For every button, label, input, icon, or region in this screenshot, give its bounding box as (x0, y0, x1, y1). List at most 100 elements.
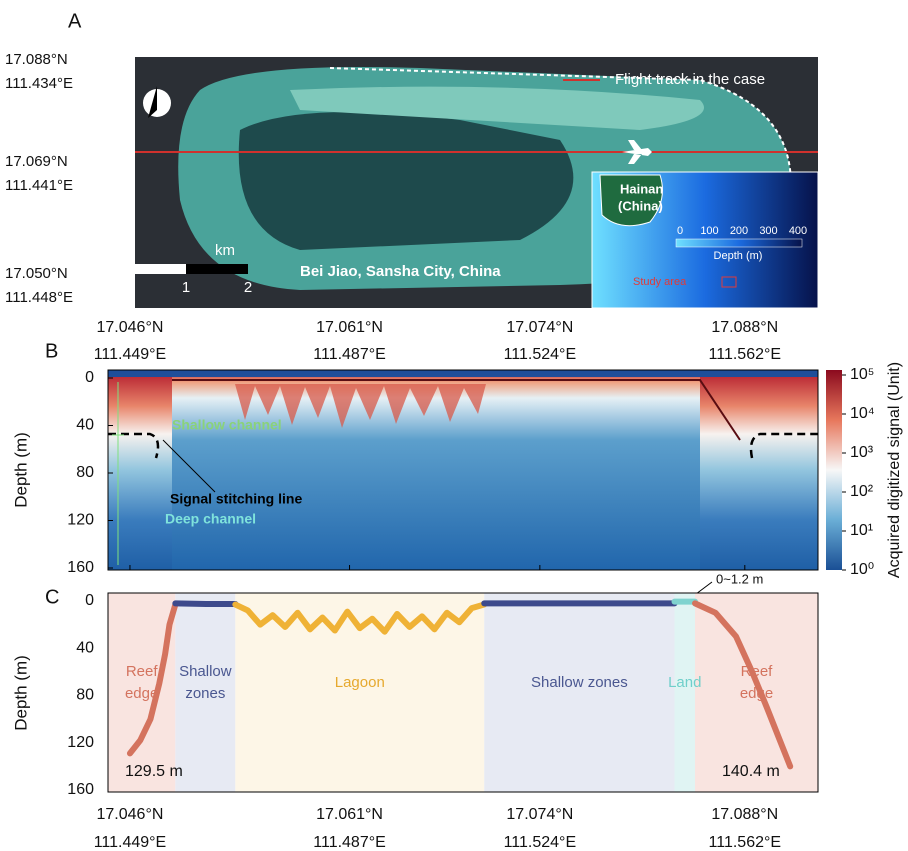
annotation: 0~1.2 m (716, 571, 763, 586)
zone-label: zones (185, 685, 225, 702)
y-tick-label: 40 (76, 639, 94, 656)
colorbar (826, 370, 842, 570)
x-tick-sublabel: 111.487°E (313, 346, 386, 363)
inset-region: Hainan (620, 181, 663, 196)
echogram (108, 370, 842, 570)
depth-profile (692, 600, 794, 770)
zone (175, 593, 236, 792)
depth-profile (126, 601, 179, 757)
x-tick-sublabel: 111.524°E (504, 834, 577, 851)
annotation: 140.4 m (722, 763, 780, 780)
stitch-arrow (162, 439, 216, 493)
zone-label: Lagoon (335, 674, 385, 691)
zone (235, 593, 485, 792)
y-tick-label: 80 (76, 464, 94, 481)
zone (484, 593, 675, 792)
scale-tick: 1 (182, 279, 190, 296)
inset-tick: 400 (789, 225, 807, 237)
compass-needle (148, 86, 157, 118)
heatmap-shallow (172, 370, 700, 570)
colorbar-tick-label: 10² (850, 483, 874, 500)
coord-label: 111.434°E (5, 75, 73, 92)
coord-label: 17.069°N (5, 153, 68, 170)
reef-flat (290, 86, 704, 130)
zone-label: Shallow zones (531, 674, 628, 691)
coord-label: 111.441°E (5, 177, 73, 194)
zone-label: edge (125, 685, 158, 702)
depth-profile (172, 600, 239, 607)
colorbar-tick-label: 10⁰ (850, 561, 874, 578)
inset-tick: 0 (677, 225, 683, 237)
x-tick-sublabel: 111.562°E (709, 834, 782, 851)
coord-label: 17.088°N (5, 51, 68, 68)
colorbar-tick-label: 10³ (850, 444, 874, 461)
y-tick-label: 160 (67, 559, 94, 576)
inset-ticks: 0 100 200 300 400 (677, 225, 807, 237)
x-tick-label: 17.074°N (506, 806, 573, 823)
annotation: Shallow channel (172, 417, 282, 433)
scale-tick: 2 (244, 279, 252, 296)
x-tick-label: 17.046°N (97, 319, 164, 336)
y-axis-label: Depth (m) (11, 655, 30, 731)
study-area: Study area (633, 276, 687, 288)
y-tick-label: 160 (67, 781, 94, 798)
inset-tick: 100 (700, 225, 718, 237)
scale-unit: km (215, 242, 235, 259)
scale-bar (124, 264, 186, 274)
coord-label: 17.050°N (5, 265, 68, 282)
coord-label: 111.448°E (5, 289, 73, 306)
map-panel: A Flight track in the case km 0 1 2 Bei … (5, 10, 819, 309)
axes-box (107, 369, 819, 571)
panel-label: A (68, 10, 82, 32)
y-tick-label: 0 (85, 369, 94, 386)
zone-label: Shallow (179, 663, 232, 680)
lagoon-area (238, 112, 574, 250)
x-tick-label: 17.046°N (97, 806, 164, 823)
stitching-line (108, 432, 818, 459)
inset-colorbar (675, 238, 803, 248)
place-name: Bei Jiao, Sansha City, China (300, 263, 501, 280)
colorbar-tick-label: 10⁴ (850, 405, 875, 422)
y-tick-label: 120 (67, 512, 94, 529)
y-tick-label: 40 (76, 417, 94, 434)
inset-depth-label: Depth (m) (714, 250, 763, 262)
surface-band (108, 370, 818, 377)
x-tick-label: 17.061°N (316, 806, 383, 823)
inset-tick: 200 (730, 225, 748, 237)
inset-region: (China) (618, 198, 663, 213)
colorbar-tick-label: 10⁵ (850, 366, 874, 383)
zone (674, 593, 696, 792)
lagoon-signal (235, 384, 486, 428)
x-tick-sublabel: 111.562°E (709, 346, 782, 363)
panel-label: C (45, 586, 59, 608)
zone (695, 593, 818, 792)
y-tick-label: 80 (76, 687, 94, 704)
x-tick-sublabel: 111.487°E (313, 834, 386, 851)
x-tick-sublabel: 111.449°E (94, 834, 167, 851)
x-tick-sublabel: 111.524°E (504, 346, 577, 363)
x-tick-label: 17.074°N (506, 319, 573, 336)
x-tick-sublabel: 111.449°E (94, 346, 167, 363)
surface-line (172, 379, 741, 441)
axes-box (107, 592, 819, 793)
y-tick-label: 120 (67, 734, 94, 751)
land-arrow (695, 581, 713, 595)
legend-text: Flight track in the case (615, 71, 765, 88)
zone (108, 593, 176, 792)
x-tick-label: 17.088°N (711, 319, 778, 336)
scale-tick: 0 (120, 279, 128, 296)
x-tick-label: 17.088°N (711, 806, 778, 823)
study-box (721, 276, 737, 288)
colorbar-label: Acquired digitized signal (Unit) (886, 362, 903, 578)
y-axis-label: Depth (m) (11, 432, 30, 508)
annotation: Deep channel (165, 511, 256, 527)
zone-label: Reef (126, 663, 159, 680)
inset-tick: 300 (759, 225, 777, 237)
zone-label: Land (668, 674, 701, 691)
annotation: Signal stitching line (170, 491, 302, 507)
annotation: 129.5 m (125, 763, 183, 780)
colorbar-tick-label: 10¹ (850, 522, 873, 539)
y-tick-label: 0 (85, 592, 94, 609)
